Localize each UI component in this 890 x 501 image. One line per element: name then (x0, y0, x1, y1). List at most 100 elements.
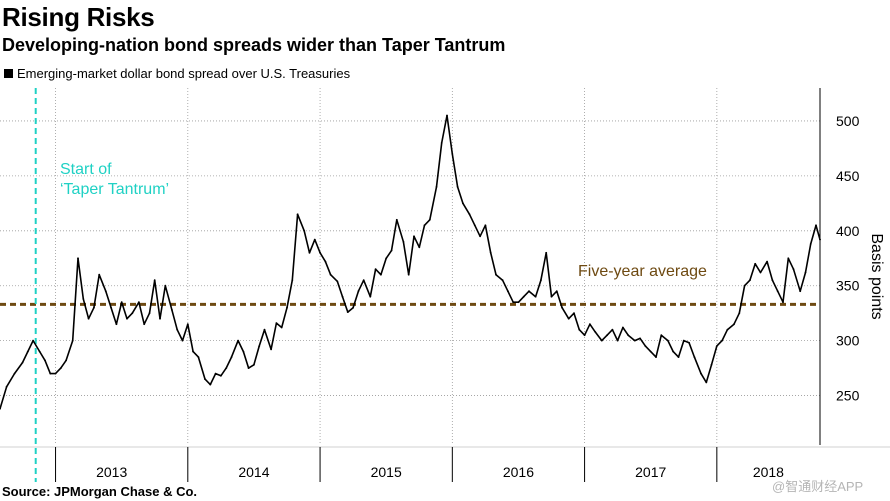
spread-data-point (176, 328, 179, 331)
legend-label: Emerging-market dollar bond spread over … (17, 66, 351, 81)
spread-data-point (446, 114, 448, 117)
spread-data-point (77, 257, 79, 260)
spread-data-point (26, 350, 29, 353)
spread-data-point (308, 251, 311, 254)
spread-data-point (263, 328, 266, 331)
x-tick-label: 2018 (753, 464, 784, 480)
spread-data-point (462, 202, 464, 205)
spread-data-point (54, 372, 57, 375)
spread-data-point (473, 224, 476, 227)
spread-data-point (715, 345, 718, 347)
spread-data-point (606, 334, 608, 337)
spread-data-point (815, 224, 817, 227)
spread-data-point (583, 334, 586, 337)
spread-data-point (87, 317, 90, 320)
spread-data-point (782, 301, 784, 304)
spread-data-point (792, 268, 795, 271)
spread-data-point (423, 224, 426, 227)
spread-data-point (115, 323, 118, 326)
spread-data-point (726, 328, 729, 331)
spread-data-point (286, 306, 288, 309)
spread-data-point (809, 243, 812, 245)
spread-data-point (649, 350, 652, 353)
spread-data-point (540, 279, 542, 282)
spread-data-point (644, 345, 647, 347)
spread-data-point (451, 153, 454, 155)
spread-data-point (721, 339, 723, 342)
spread-data-point (186, 323, 189, 326)
x-tick-label: 2015 (371, 464, 402, 480)
spread-data-point (225, 367, 228, 369)
spread-data-point (700, 372, 702, 375)
spread-data-point (819, 238, 821, 241)
spread-data-point (787, 257, 790, 260)
spread-data-point (589, 323, 591, 326)
spread-data-point (733, 323, 735, 326)
spread-data-point (65, 359, 67, 362)
spread-data-point (313, 238, 316, 241)
spread-data-point (230, 356, 233, 358)
x-tick-label: 2017 (635, 464, 666, 480)
spread-data-point (280, 326, 283, 329)
spread-data-point (220, 374, 222, 377)
spread-data-point (369, 295, 372, 298)
spread-data-point (507, 290, 509, 293)
spread-data-point (660, 334, 663, 337)
spread-data-point (303, 229, 306, 232)
spread-data-point (197, 356, 200, 358)
legend-swatch (4, 69, 13, 78)
spread-data-point (655, 356, 657, 358)
spread-data-point (622, 326, 624, 329)
spread-data-point (705, 381, 708, 384)
spread-data-point (639, 337, 641, 340)
spread-data-point (567, 317, 570, 320)
spread-data-point (578, 328, 581, 331)
spread-data-point (153, 279, 156, 282)
spread-data-point (776, 290, 779, 293)
spread-data-point (258, 345, 261, 347)
source-note: Source: JPMorgan Chase & Co. (2, 484, 198, 499)
spread-data-point (352, 306, 354, 309)
spread-data-point (573, 312, 575, 315)
spread-data-point (275, 322, 278, 324)
spread-data-point (407, 273, 410, 276)
spread-data-point (253, 363, 255, 366)
spread-data-point (633, 339, 636, 342)
spread-data-point (771, 279, 774, 282)
y-tick-label: 350 (836, 278, 860, 294)
x-tick-label: 2016 (503, 464, 534, 480)
spread-data-point (677, 356, 680, 358)
spread-data-point (594, 331, 597, 333)
spread-data-point (126, 317, 128, 320)
spread-data-point (131, 312, 134, 315)
spread-data-point (214, 372, 217, 375)
y-tick-label: 250 (836, 388, 860, 404)
grid-layer (0, 88, 890, 482)
spread-data-point (484, 224, 487, 227)
spread-data-point (555, 290, 558, 293)
spread-data-point (148, 312, 151, 315)
spread-data-point (0, 407, 1, 410)
spread-data-point (667, 339, 669, 342)
spread-data-point (738, 312, 741, 315)
spread-data-point (512, 301, 515, 304)
spread-data-point (749, 279, 751, 282)
spread-data-point (270, 348, 272, 351)
spread-data-point (766, 260, 768, 263)
spread-data-point (49, 372, 52, 375)
spread-data-point (159, 317, 161, 320)
spread-data-point (38, 350, 41, 353)
spread-data-point (32, 339, 34, 342)
spread-data-point (743, 284, 746, 287)
spread-data-point (59, 367, 62, 369)
spread-data-point (319, 251, 321, 254)
chart-legend: Emerging-market dollar bond spread over … (4, 66, 350, 81)
spread-data-point (688, 341, 690, 344)
spread-data-point (550, 295, 553, 298)
spread-data-point (495, 273, 497, 276)
spread-data-point (192, 350, 195, 353)
spread-data-point (291, 279, 294, 282)
spread-data-point (561, 306, 563, 309)
spread-data-point (341, 295, 344, 298)
